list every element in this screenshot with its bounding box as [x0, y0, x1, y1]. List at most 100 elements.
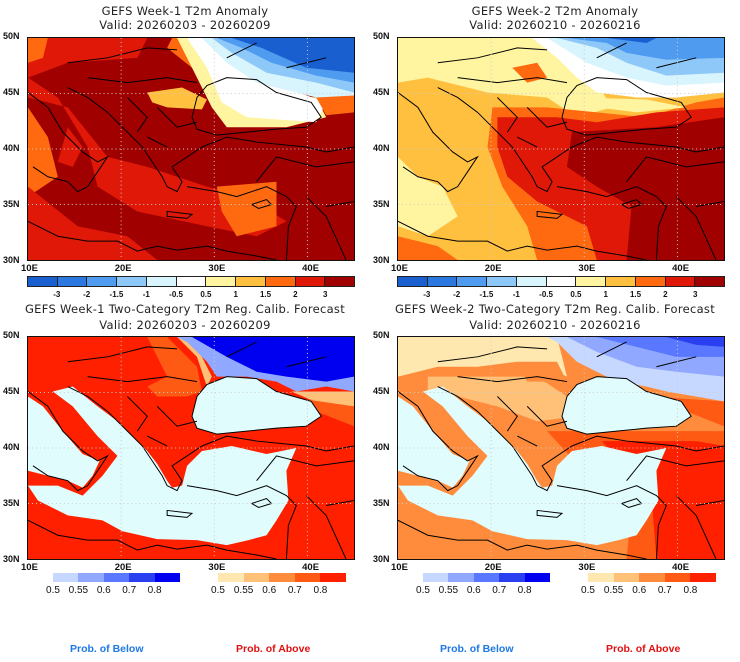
panel4-title: GEFS Week-2 Two-Category T2m Reg. Calib.…	[394, 302, 716, 316]
prob-below-caption-2: Prob. of Below	[440, 643, 514, 655]
colorbar-label: -3	[423, 290, 431, 299]
lat-tick-label: 50N	[373, 31, 390, 41]
colorbar-label: -3	[53, 290, 61, 299]
lon-tick-label: 10E	[391, 562, 408, 573]
colorbar-swatch	[103, 573, 130, 582]
coastline-border	[186, 186, 297, 260]
lon-tick-label: 30E	[578, 562, 596, 573]
coastline-border	[28, 391, 109, 492]
coastline-border	[67, 386, 203, 492]
lon-tick-label: 40E	[672, 263, 690, 274]
lat-tick-label: 35N	[3, 498, 20, 508]
colorbar-swatch	[146, 277, 177, 286]
lat-tick-label: 35N	[373, 199, 390, 209]
lon-tick-label: 20E	[484, 263, 502, 274]
panel4-valid: Valid: 20260210 - 20260216	[469, 318, 641, 332]
colorbar-swatch	[398, 277, 428, 286]
colorbar-swatch	[606, 277, 636, 286]
colorbar-swatch	[664, 573, 691, 582]
lat-tick-label: 35N	[373, 498, 390, 508]
coastline-border	[67, 87, 203, 193]
colorbar-swatch	[87, 277, 118, 286]
panel2-valid: Valid: 20260210 - 20260216	[469, 18, 641, 32]
colorbar-label: 0.7	[657, 585, 672, 596]
coastline-border	[166, 210, 194, 219]
coastline-border	[28, 220, 277, 260]
colorbar-label: 0.5	[46, 585, 60, 596]
lat-tick-label: 30N	[373, 554, 390, 564]
coastline-border	[556, 186, 667, 260]
lon-tick-label: 40E	[302, 263, 320, 274]
colorbar-label: -1	[142, 290, 150, 299]
colorbar-label: 2	[293, 290, 298, 299]
panel1-valid: Valid: 20260203 - 20260209	[99, 18, 271, 32]
colorbar-label: -0.5	[169, 290, 183, 299]
map-week1-anomaly	[27, 37, 355, 261]
coastline-border	[166, 509, 194, 518]
coastline-border	[191, 77, 322, 136]
lon-tick-label: 20E	[114, 263, 132, 274]
lat-tick-label: 30N	[373, 255, 390, 265]
prob-above-caption-2: Prob. of Above	[606, 643, 681, 655]
colorbar-swatch	[427, 277, 458, 286]
colorbar-swatch	[57, 277, 88, 286]
colorbar-label: 0.6	[262, 585, 277, 596]
colorbar-swatch	[457, 277, 488, 286]
coastline-border	[250, 198, 273, 210]
colorbar-label: 3	[322, 290, 328, 299]
colorbar-label: 0.55	[233, 585, 254, 596]
colorbar-label: 0.5	[570, 290, 582, 299]
colorbar-swatch	[243, 573, 270, 582]
colorbar-label: 0.7	[492, 585, 507, 596]
panel3-title: GEFS Week-1 Two-Category T2m Reg. Calib.…	[24, 302, 346, 316]
panel3-valid: Valid: 20260203 - 20260209	[99, 318, 271, 332]
lat-tick-label: 50N	[373, 330, 390, 340]
lat-tick-label: 35N	[3, 199, 20, 209]
coastline-border	[556, 485, 667, 559]
colorbar-swatch	[448, 573, 474, 582]
coastline-border	[561, 376, 692, 435]
colorbar-swatch	[78, 573, 104, 582]
colorbar-swatch	[546, 277, 577, 286]
lon-tick-label: 20E	[484, 562, 502, 573]
colorbar-swatch	[236, 277, 266, 286]
coastline-border	[398, 92, 479, 193]
colorbar-swatch	[176, 277, 207, 286]
coastline-border	[437, 42, 724, 260]
colorbar-swatch	[524, 573, 551, 582]
lat-tick-label: 45N	[3, 87, 20, 97]
lat-tick-label: 40N	[373, 143, 390, 153]
coastline-border	[571, 136, 724, 153]
lat-tick-label: 30N	[3, 554, 20, 564]
lon-tick-label: 10E	[21, 263, 38, 274]
coastline-border	[437, 87, 573, 193]
colorbar-label: 0.5	[416, 585, 430, 596]
colorbar-swatch	[53, 573, 79, 582]
colorbar-swatch	[499, 573, 525, 582]
lon-tick-label: 10E	[21, 562, 38, 573]
colorbar-swatch	[269, 573, 295, 582]
coastline-border	[437, 386, 573, 492]
coastline-border	[536, 509, 564, 518]
lon-tick-label: 30E	[208, 562, 226, 573]
coastline-border	[536, 210, 564, 219]
colorbar-label: 0.6	[96, 585, 111, 596]
colorbar-label: 0.7	[122, 585, 137, 596]
colorbar-swatch	[218, 573, 244, 582]
anomaly-colorbar-1	[27, 276, 355, 287]
colorbar-label: -1.5	[479, 290, 494, 299]
prob-below-colorbar-1	[53, 573, 181, 582]
lon-tick-label: 40E	[302, 562, 320, 573]
colorbar-label: 0.55	[603, 585, 624, 596]
colorbar-label: 3	[692, 290, 698, 299]
colorbar-label: 1	[233, 290, 238, 299]
lon-tick-label: 20E	[114, 562, 132, 573]
coastline-border	[191, 376, 322, 435]
coastline-border	[620, 198, 643, 210]
lon-tick-label: 10E	[391, 263, 408, 274]
map-week2-probability	[397, 336, 725, 560]
colorbar-label: 0.8	[517, 585, 532, 596]
colorbar-label: 1	[603, 290, 608, 299]
lat-tick-label: 45N	[373, 87, 390, 97]
colorbar-label: 0.8	[313, 585, 328, 596]
